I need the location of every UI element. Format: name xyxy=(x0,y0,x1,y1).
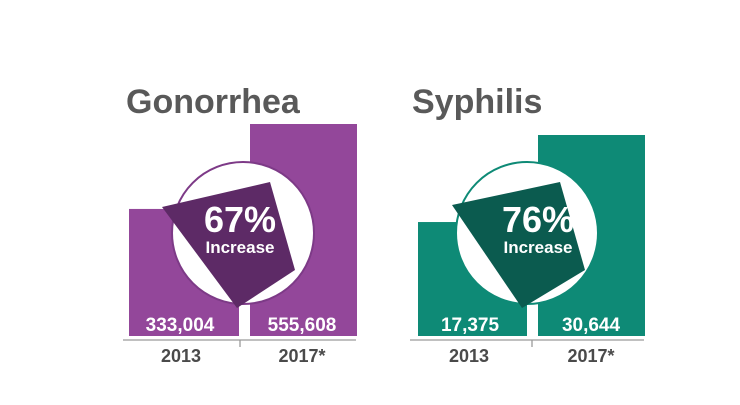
percent-increase: 67% xyxy=(204,199,276,240)
chart-title: Syphilis xyxy=(412,83,542,121)
x-tick-label: 2013 xyxy=(449,346,489,366)
panel-gonorrhea: Gonorrhea 67% Increase 333,004 555,608 2… xyxy=(123,83,357,366)
bar-value-label: 333,004 xyxy=(146,315,215,336)
panel-syphilis: Syphilis 76% Increase 17,375 30,644 2013… xyxy=(410,83,645,366)
percent-increase: 76% xyxy=(502,199,574,240)
x-tick-label: 2017* xyxy=(567,346,614,366)
increase-label: Increase xyxy=(206,238,275,257)
increase-arrow-icon xyxy=(162,182,295,308)
increase-arrow-icon xyxy=(452,182,585,308)
x-tick-label: 2013 xyxy=(161,346,201,366)
bar-value-label: 30,644 xyxy=(562,315,621,336)
bar-value-label: 17,375 xyxy=(441,315,500,336)
x-tick-label: 2017* xyxy=(278,346,325,366)
increase-label: Increase xyxy=(504,238,573,257)
chart-title: Gonorrhea xyxy=(126,83,301,121)
bar-value-label: 555,608 xyxy=(268,315,337,336)
